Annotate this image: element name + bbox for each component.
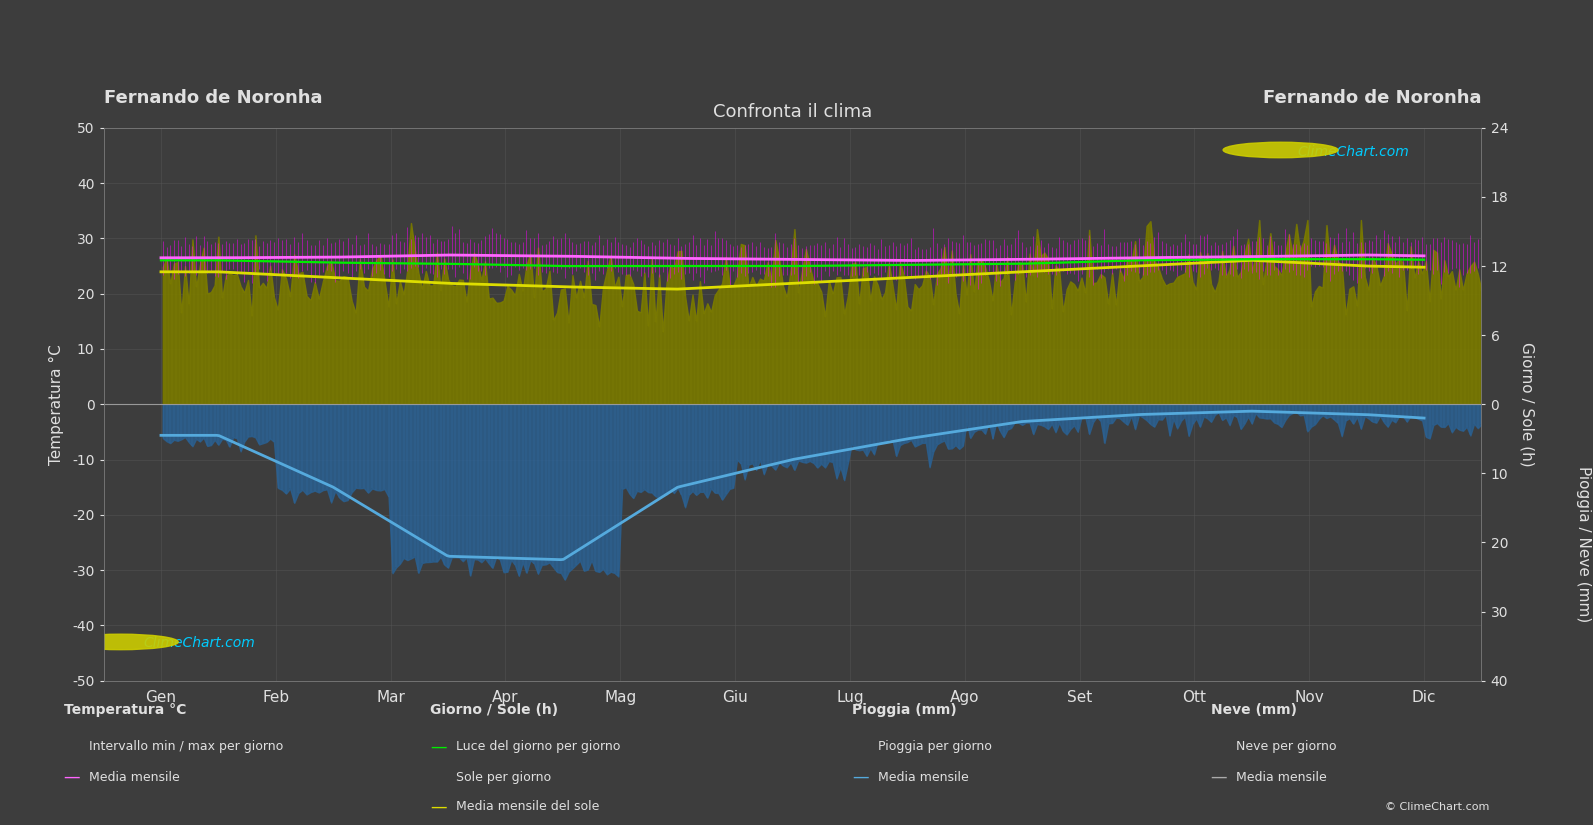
Text: ClimeChart.com: ClimeChart.com: [143, 636, 255, 650]
Text: Fernando de Noronha: Fernando de Noronha: [1263, 89, 1481, 107]
Text: Temperatura °C: Temperatura °C: [64, 703, 186, 717]
Text: Neve per giorno: Neve per giorno: [1236, 740, 1337, 753]
Y-axis label: Temperatura °C: Temperatura °C: [49, 344, 64, 464]
Text: Fernando de Noronha: Fernando de Noronha: [104, 89, 322, 107]
Ellipse shape: [64, 634, 178, 649]
Text: Media mensile: Media mensile: [89, 771, 180, 784]
Text: Sole per giorno: Sole per giorno: [456, 771, 551, 784]
Text: Media mensile: Media mensile: [878, 771, 969, 784]
Text: ClimeChart.com: ClimeChart.com: [1298, 144, 1410, 158]
Y-axis label: Giorno / Sole (h): Giorno / Sole (h): [1520, 342, 1534, 467]
Text: Luce del giorno per giorno: Luce del giorno per giorno: [456, 740, 620, 753]
Text: —: —: [852, 768, 868, 786]
Text: Pioggia (mm): Pioggia (mm): [852, 703, 957, 717]
Title: Confronta il clima: Confronta il clima: [714, 103, 871, 120]
Text: Media mensile: Media mensile: [1236, 771, 1327, 784]
Text: © ClimeChart.com: © ClimeChart.com: [1384, 802, 1489, 812]
Text: —: —: [430, 798, 446, 816]
Text: Media mensile del sole: Media mensile del sole: [456, 800, 599, 813]
Text: Pioggia per giorno: Pioggia per giorno: [878, 740, 991, 753]
Text: Neve (mm): Neve (mm): [1211, 703, 1297, 717]
Text: —: —: [430, 738, 446, 756]
Text: —: —: [64, 768, 80, 786]
Text: —: —: [1211, 768, 1227, 786]
Ellipse shape: [1223, 142, 1338, 158]
Text: Intervallo min / max per giorno: Intervallo min / max per giorno: [89, 740, 284, 753]
Text: Giorno / Sole (h): Giorno / Sole (h): [430, 703, 558, 717]
Text: Pioggia / Neve (mm): Pioggia / Neve (mm): [1575, 466, 1591, 623]
